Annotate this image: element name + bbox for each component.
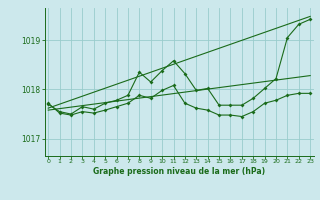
X-axis label: Graphe pression niveau de la mer (hPa): Graphe pression niveau de la mer (hPa) xyxy=(93,167,265,176)
